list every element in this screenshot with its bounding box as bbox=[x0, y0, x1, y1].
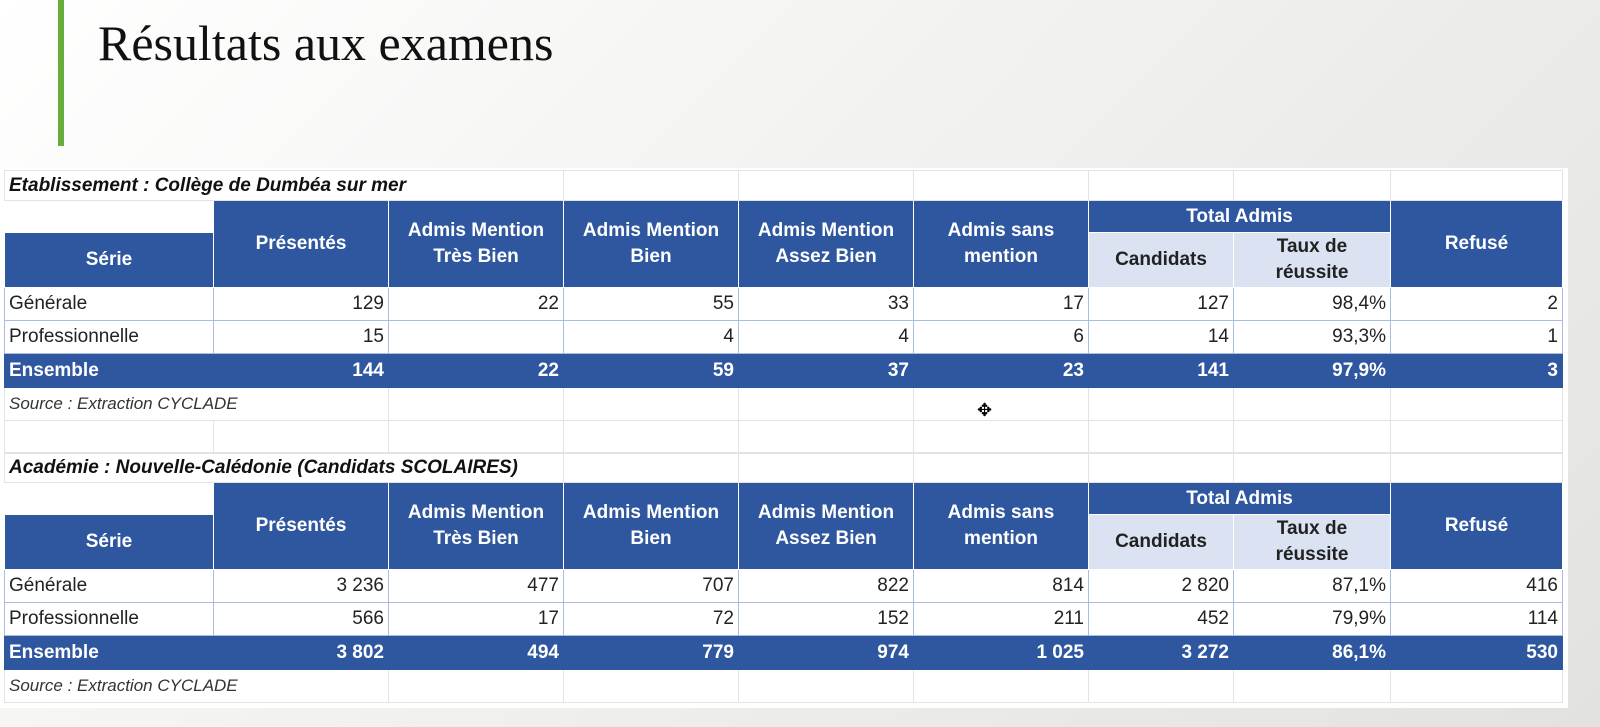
total-row: Ensemble 3 802 494 779 974 1 025 3 272 86,1% 530 bbox=[4, 635, 1563, 670]
header-presentes: Présentés bbox=[213, 200, 389, 288]
cell-value[interactable]: 127 bbox=[1088, 287, 1234, 321]
total-value[interactable]: 974 bbox=[738, 635, 914, 670]
results-table: Académie : Nouvelle-Calédonie (Candidats… bbox=[4, 452, 1563, 703]
source-note: Source : Extraction CYCLADE bbox=[4, 669, 389, 703]
header-bien: Admis Mention Bien bbox=[563, 482, 739, 570]
cell-value[interactable] bbox=[388, 320, 564, 354]
header-bien: Admis Mention Bien bbox=[563, 200, 739, 288]
total-value[interactable]: 1 025 bbox=[913, 635, 1089, 670]
table-row: Générale 129 22 55 33 17 127 98,4% 2 bbox=[4, 287, 1563, 321]
row-label[interactable]: Professionnelle bbox=[4, 602, 214, 636]
total-value[interactable]: 3 bbox=[1390, 353, 1563, 388]
table-row: Générale 3 236 477 707 822 814 2 820 87,1% 416 bbox=[4, 569, 1563, 603]
title-accent-bar bbox=[58, 0, 64, 146]
total-value[interactable]: 37 bbox=[738, 353, 914, 388]
cell-value[interactable]: 93,3% bbox=[1233, 320, 1391, 354]
header-refuse: Refusé bbox=[1390, 482, 1563, 570]
total-value[interactable]: 59 bbox=[563, 353, 739, 388]
cell-value[interactable]: 416 bbox=[1390, 569, 1563, 603]
cell-value[interactable]: 211 bbox=[913, 602, 1089, 636]
total-label[interactable]: Ensemble bbox=[4, 353, 214, 388]
move-cursor-icon: ✥ bbox=[977, 400, 993, 420]
cell-value[interactable]: 98,4% bbox=[1233, 287, 1391, 321]
cell-value[interactable]: 33 bbox=[738, 287, 914, 321]
table-row: Professionnelle 566 17 72 152 211 452 79,9% 114 bbox=[4, 602, 1563, 636]
cell-value[interactable]: 87,1% bbox=[1233, 569, 1391, 603]
header-assez-bien: Admis Mention Assez Bien bbox=[738, 482, 914, 570]
header-candidats: Candidats bbox=[1088, 514, 1234, 570]
row-label[interactable]: Générale bbox=[4, 287, 214, 321]
spreadsheet: Etablissement : Collège de Dumbéa sur me… bbox=[0, 168, 1568, 708]
table-row: Professionnelle 15 4 4 6 14 93,3% 1 bbox=[4, 320, 1563, 354]
slide-title: Résultats aux examens bbox=[98, 15, 554, 71]
cell-value[interactable]: 79,9% bbox=[1233, 602, 1391, 636]
header-sans-mention: Admis sans mention bbox=[913, 482, 1089, 570]
total-value[interactable]: 23 bbox=[913, 353, 1089, 388]
table-title: Académie : Nouvelle-Calédonie (Candidats… bbox=[4, 452, 564, 483]
header-taux: Taux de réussite bbox=[1233, 514, 1391, 570]
cell-value[interactable]: 2 820 bbox=[1088, 569, 1234, 603]
header-refuse: Refusé bbox=[1390, 200, 1563, 288]
cell-value[interactable]: 17 bbox=[388, 602, 564, 636]
cell-value[interactable]: 15 bbox=[213, 320, 389, 354]
table-title: Etablissement : Collège de Dumbéa sur me… bbox=[4, 170, 564, 201]
header-tres-bien: Admis Mention Très Bien bbox=[388, 482, 564, 570]
total-value[interactable]: 494 bbox=[388, 635, 564, 670]
header-serie: Série bbox=[4, 232, 214, 288]
row-label[interactable]: Professionnelle bbox=[4, 320, 214, 354]
total-value[interactable]: 22 bbox=[388, 353, 564, 388]
cell-value[interactable]: 129 bbox=[213, 287, 389, 321]
header-total-admis: Total Admis bbox=[1088, 200, 1391, 233]
header-tres-bien: Admis Mention Très Bien bbox=[388, 200, 564, 288]
cell-value[interactable]: 477 bbox=[388, 569, 564, 603]
header-sans-mention: Admis sans mention bbox=[913, 200, 1089, 288]
cell-value[interactable]: 3 236 bbox=[213, 569, 389, 603]
cell-value[interactable]: 6 bbox=[913, 320, 1089, 354]
cell-value[interactable]: 822 bbox=[738, 569, 914, 603]
header-taux: Taux de réussite bbox=[1233, 232, 1391, 288]
header-assez-bien: Admis Mention Assez Bien bbox=[738, 200, 914, 288]
cell-value[interactable]: 72 bbox=[563, 602, 739, 636]
total-label[interactable]: Ensemble bbox=[4, 635, 214, 670]
cell-value[interactable]: 1 bbox=[1390, 320, 1563, 354]
total-value[interactable]: 3 802 bbox=[213, 635, 389, 670]
cell-value[interactable]: 22 bbox=[388, 287, 564, 321]
cell-value[interactable]: 452 bbox=[1088, 602, 1234, 636]
cell-value[interactable]: 2 bbox=[1390, 287, 1563, 321]
header-presentes: Présentés bbox=[213, 482, 389, 570]
cell-value[interactable]: 4 bbox=[738, 320, 914, 354]
header-candidats: Candidats bbox=[1088, 232, 1234, 288]
total-value[interactable]: 779 bbox=[563, 635, 739, 670]
total-value[interactable]: 144 bbox=[213, 353, 389, 388]
cell-value[interactable]: 55 bbox=[563, 287, 739, 321]
total-row: Ensemble 144 22 59 37 23 141 97,9% 3 bbox=[4, 353, 1563, 388]
cell-value[interactable]: 707 bbox=[563, 569, 739, 603]
total-value[interactable]: 97,9% bbox=[1233, 353, 1391, 388]
cell-value[interactable]: 14 bbox=[1088, 320, 1234, 354]
cell-value[interactable]: 114 bbox=[1390, 602, 1563, 636]
cell-value[interactable]: 17 bbox=[913, 287, 1089, 321]
header-serie: Série bbox=[4, 514, 214, 570]
cell-value[interactable]: 152 bbox=[738, 602, 914, 636]
cell-value[interactable]: 814 bbox=[913, 569, 1089, 603]
results-table: Etablissement : Collège de Dumbéa sur me… bbox=[4, 170, 1563, 454]
total-value[interactable]: 86,1% bbox=[1233, 635, 1391, 670]
header-total-admis: Total Admis bbox=[1088, 482, 1391, 515]
cell-value[interactable]: 566 bbox=[213, 602, 389, 636]
row-label[interactable]: Générale bbox=[4, 569, 214, 603]
total-value[interactable]: 530 bbox=[1390, 635, 1563, 670]
cell-value[interactable]: 4 bbox=[563, 320, 739, 354]
total-value[interactable]: 141 bbox=[1088, 353, 1234, 388]
total-value[interactable]: 3 272 bbox=[1088, 635, 1234, 670]
source-note: Source : Extraction CYCLADE bbox=[4, 387, 389, 421]
